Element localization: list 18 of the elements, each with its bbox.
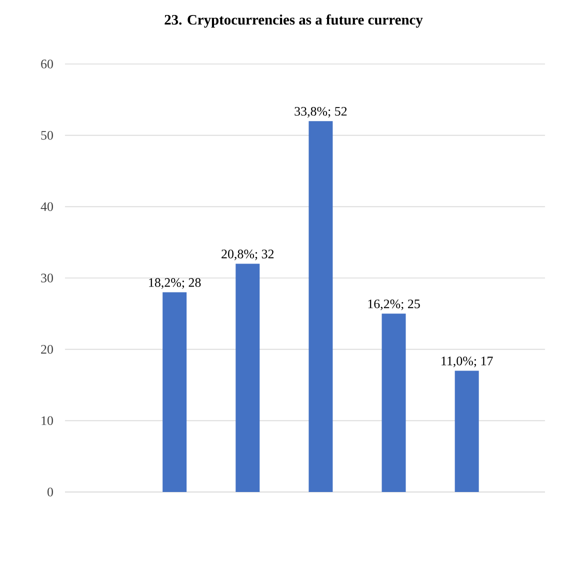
bar	[454, 370, 479, 492]
y-tick-label: 0	[48, 488, 53, 496]
y-tick-label: 60	[41, 60, 53, 68]
chart-title: 23. Cryptocurrencies as a future currency	[164, 14, 423, 28]
data-label: 11,0%; 17	[442, 356, 493, 368]
data-label: 33,8%; 52	[294, 106, 347, 118]
data-label: 16,2%; 25	[368, 300, 420, 310]
bar	[382, 314, 406, 492]
y-tick-label: 30	[41, 274, 53, 282]
y-tick-label: 50	[41, 130, 53, 140]
bar	[308, 121, 333, 492]
y-tick-label: 10	[42, 416, 53, 426]
y-tick-label: 40	[40, 202, 53, 212]
data-label: 18,2%; 28	[149, 278, 201, 289]
bar	[162, 292, 187, 492]
y-tick-label: 20	[41, 344, 53, 354]
data-label: 20,8%; 32	[222, 250, 274, 260]
bar	[236, 264, 260, 492]
